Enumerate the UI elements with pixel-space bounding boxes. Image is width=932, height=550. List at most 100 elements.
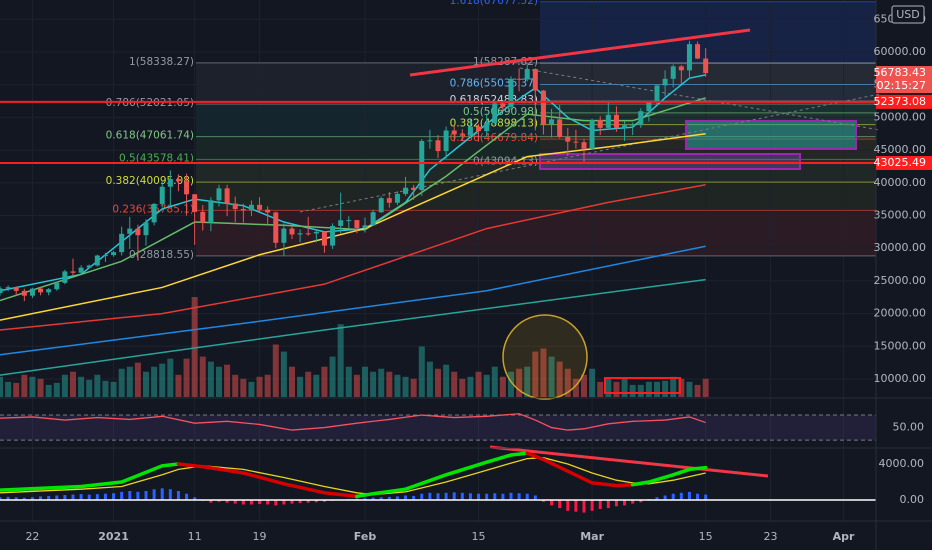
volume-bar [418, 346, 425, 397]
macd-histogram [217, 500, 221, 502]
candle-body [378, 198, 384, 213]
fib-band [540, 112, 876, 125]
candle-body [597, 120, 603, 128]
volume-bar [459, 378, 466, 397]
candle-body [184, 181, 190, 195]
candle-body [557, 119, 563, 138]
volume-bar [540, 348, 547, 397]
volume-bar [134, 362, 141, 397]
volume-bar [29, 376, 36, 397]
macd-histogram [55, 495, 59, 501]
candle-body [127, 228, 133, 234]
macd-histogram [120, 491, 124, 501]
macd-histogram [533, 495, 537, 501]
volume-bar [102, 380, 109, 397]
candle-body [321, 231, 327, 246]
candle-body [654, 85, 660, 102]
volume-bar [175, 374, 182, 397]
volume-bar [264, 374, 271, 397]
macd-histogram [193, 497, 197, 501]
macd-histogram [363, 498, 367, 501]
volume-bar [159, 363, 166, 397]
macd-histogram [95, 494, 99, 501]
volume-bar [313, 374, 320, 397]
volume-bar [297, 376, 304, 397]
volume-bar [5, 381, 12, 397]
macd-histogram [477, 493, 481, 501]
macd-line [0, 462, 181, 492]
candle-body [119, 233, 125, 253]
fib-band [196, 210, 876, 256]
candle-body [703, 58, 709, 74]
candle-body [451, 130, 457, 135]
macd-histogram [160, 488, 164, 501]
macd-histogram [266, 500, 270, 505]
trend-line [409, 28, 751, 77]
macd-histogram [14, 497, 18, 501]
volume-bar [548, 356, 555, 397]
candle-body [305, 233, 311, 235]
macd-histogram [379, 497, 383, 501]
candle-body [86, 265, 92, 268]
last-price-tag [876, 66, 932, 94]
candle-body [662, 78, 668, 86]
volume-bar [45, 384, 52, 397]
x-tick-label: 11 [188, 530, 202, 543]
macd-histogram [574, 500, 578, 512]
volume-bar [126, 366, 133, 397]
macd-histogram [395, 496, 399, 501]
y-tick-label: 60000.00 [874, 45, 927, 58]
macd-histogram [387, 496, 391, 501]
fib-band [540, 1, 876, 64]
candle-body [143, 222, 149, 236]
volume-bar [694, 384, 701, 397]
volume-bar [662, 380, 669, 397]
highlight-circle [502, 314, 588, 400]
volume-bar [167, 358, 174, 397]
candle-body [151, 203, 157, 223]
fib-label: 1(58338.27) [129, 56, 194, 68]
macd-histogram [452, 492, 456, 501]
y-tick-label: 35000.00 [874, 209, 927, 222]
candle-body [419, 140, 425, 190]
volume-bar [621, 378, 628, 397]
moving-average [0, 245, 706, 356]
candle-body [476, 126, 482, 132]
fib-label: 0.786(55036.37) [450, 77, 538, 89]
candle-body [540, 90, 546, 125]
macd-histogram [6, 496, 10, 501]
candle-body [467, 126, 473, 136]
trend-dashed [299, 93, 881, 213]
volume-bar [491, 366, 498, 397]
volume-bar [216, 366, 222, 397]
macd-histogram [225, 500, 229, 503]
volume-bar [110, 381, 117, 397]
macd-histogram [655, 497, 659, 501]
fib-band [540, 84, 876, 102]
volume-bar [143, 371, 149, 397]
volume-bar [467, 376, 474, 397]
volume-bar [499, 376, 506, 397]
candle-body [200, 211, 206, 223]
macd-histogram [444, 492, 448, 501]
macd-histogram [420, 493, 424, 501]
candle-body [13, 287, 19, 291]
fib-band [540, 63, 876, 85]
trend-line [489, 445, 769, 478]
volume-bar [386, 371, 393, 397]
macd-histogram [614, 500, 618, 507]
rsi-line [0, 413, 706, 431]
candle-body [257, 204, 263, 210]
y-tick-label: 10000.00 [874, 372, 927, 385]
candle-body [459, 134, 465, 136]
volume-bar [483, 374, 490, 397]
candle-body [443, 130, 449, 152]
macd-histogram [185, 493, 189, 501]
volume-bar [613, 381, 620, 397]
volume-bar [183, 358, 190, 397]
macd-histogram [436, 493, 440, 501]
candle-body [411, 187, 417, 190]
